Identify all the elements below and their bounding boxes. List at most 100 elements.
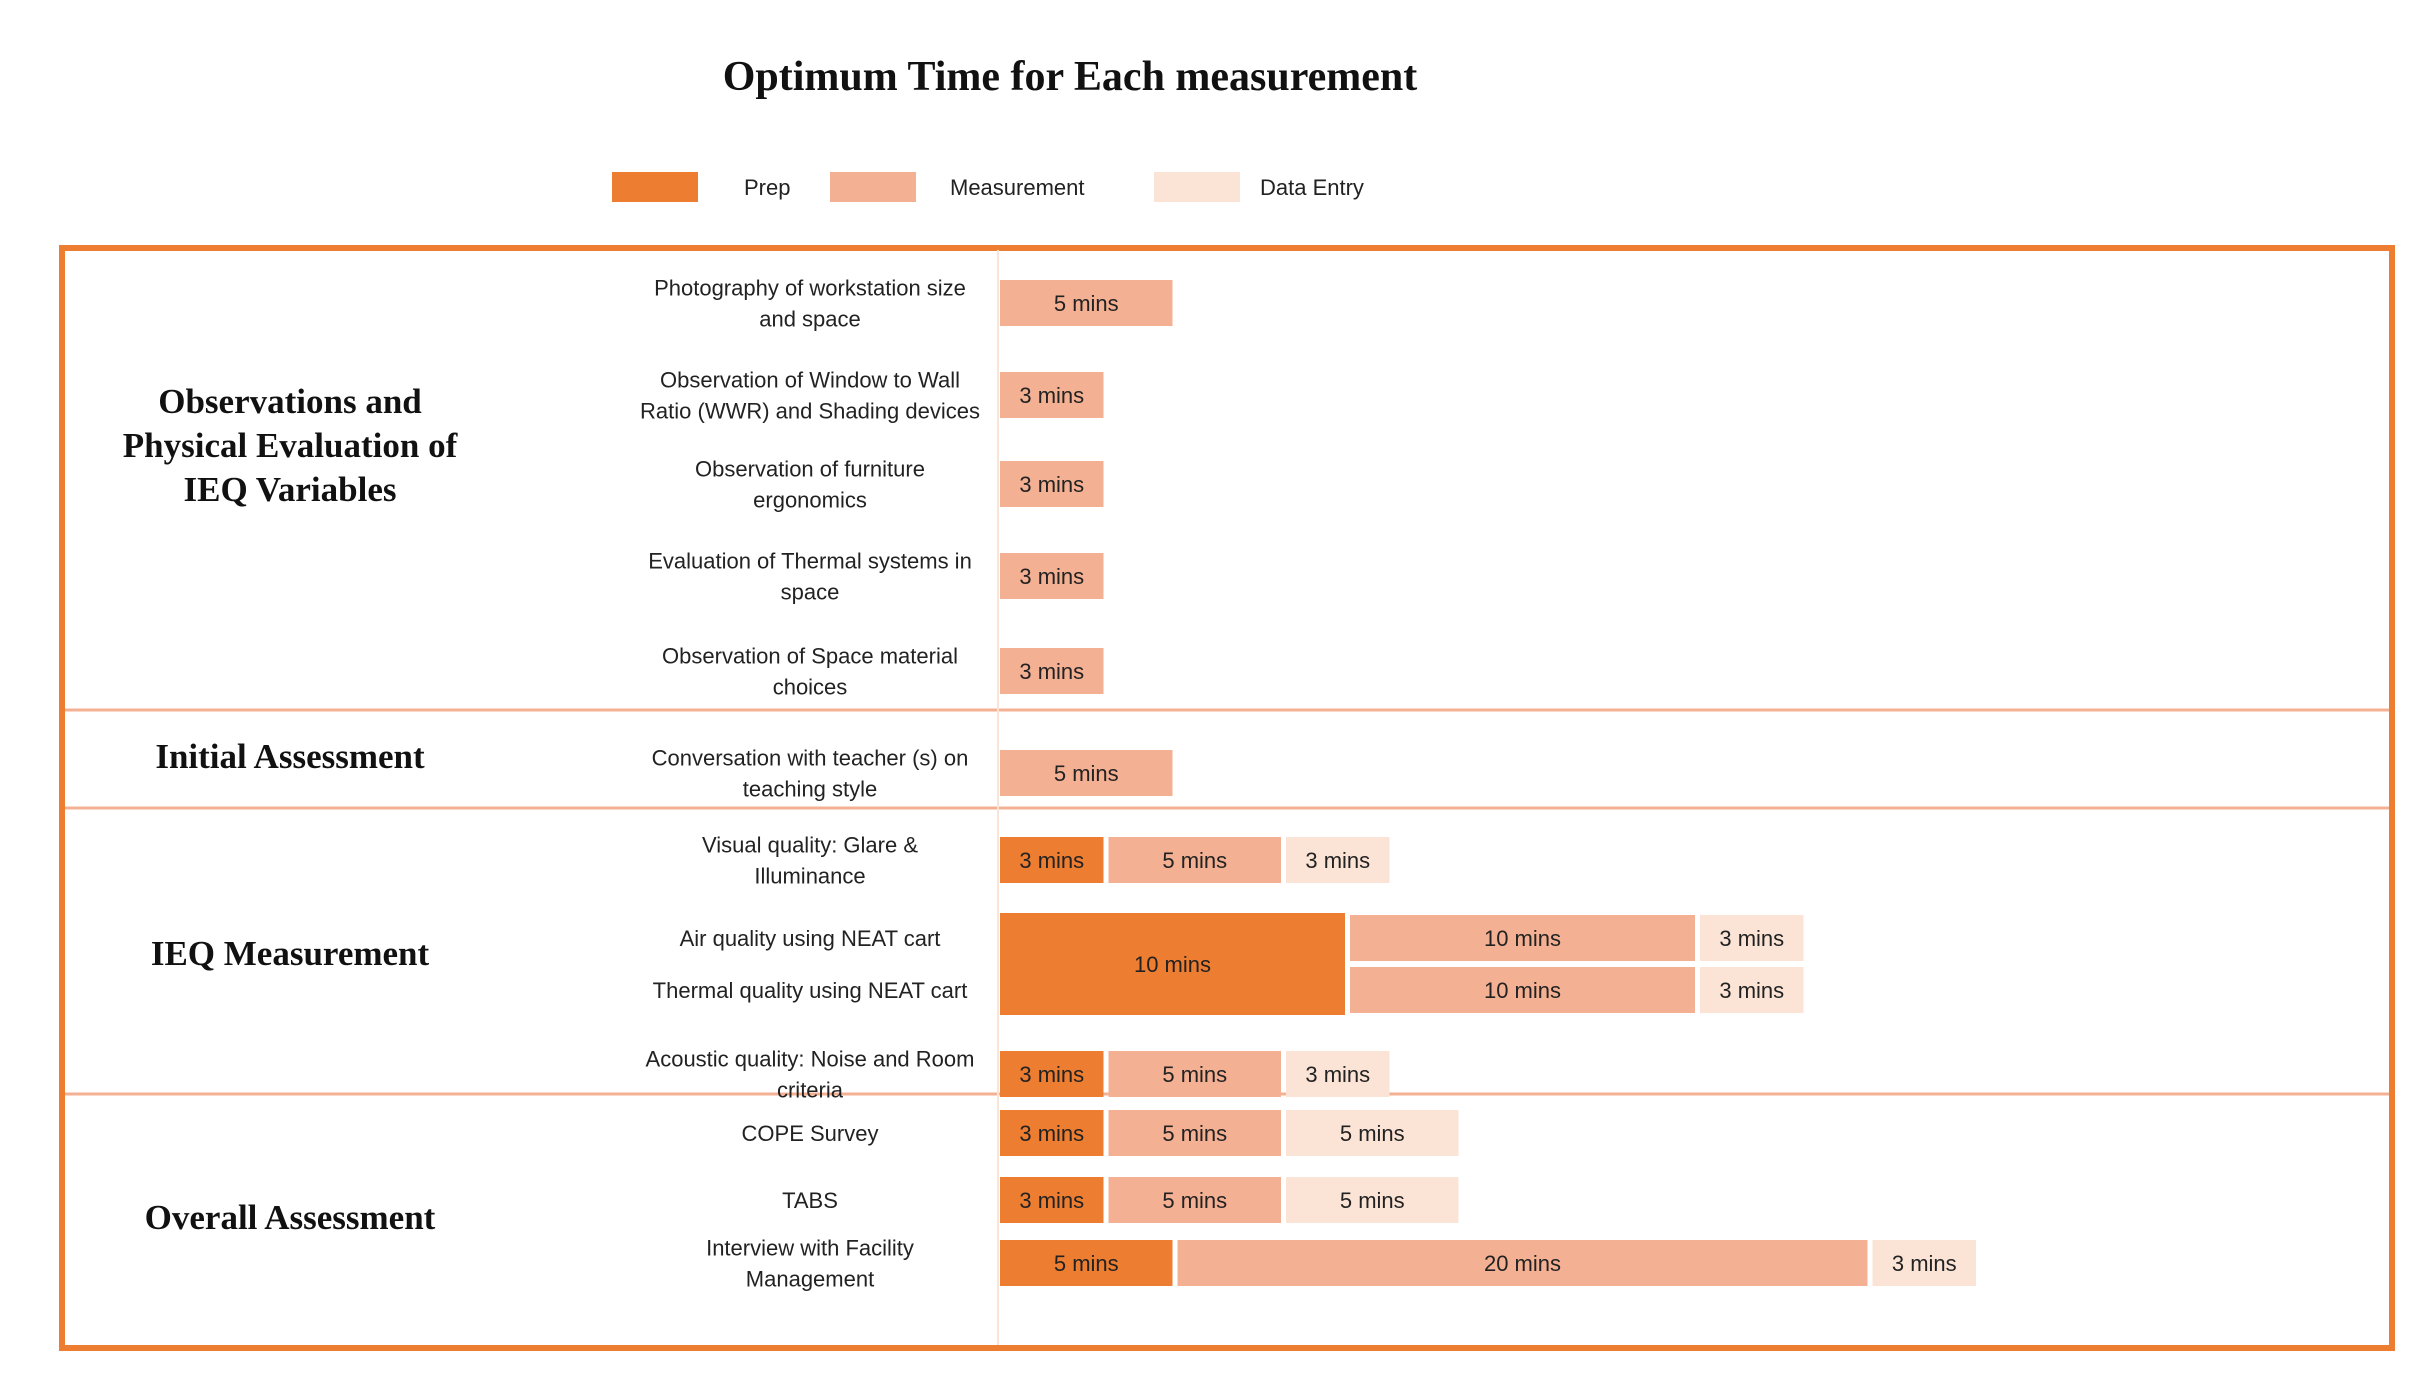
bar-label: 5 mins	[1162, 848, 1227, 873]
task-label-line: criteria	[777, 1078, 844, 1103]
task-label: Acoustic quality: Noise and Room criteria	[646, 1047, 975, 1103]
bar-label: 3 mins	[1019, 383, 1084, 408]
task-label-line: Evaluation of Thermal systems in	[648, 549, 972, 574]
bar-measurement	[1000, 553, 1104, 599]
task-label: Observation of Window to Wall Ratio (WWR)…	[640, 368, 980, 424]
task-label-line: Conversation with teacher (s) on	[652, 746, 969, 771]
bar-measurement	[1000, 648, 1104, 694]
task-label-line: Observation of Window to Wall	[660, 368, 960, 393]
bar-label: 3 mins	[1019, 1188, 1084, 1213]
bar-data-entry	[1700, 915, 1804, 961]
bar-label: 20 mins	[1484, 1251, 1561, 1276]
bar-prep	[1000, 1051, 1104, 1097]
task-label: Thermal quality using NEAT cart	[653, 978, 968, 1003]
bar-prep	[1000, 1240, 1173, 1286]
task-label: Conversation with teacher (s) on teaching…	[652, 746, 969, 802]
task-label: Air quality using NEAT cart	[680, 926, 941, 951]
bar-measurement	[1108, 1177, 1281, 1223]
bar-label: 5 mins	[1162, 1121, 1227, 1146]
task-label: Visual quality: Glare & Illuminance	[702, 833, 918, 889]
task-label-line: Illuminance	[754, 864, 865, 889]
task-label-line: Visual quality: Glare &	[702, 833, 918, 858]
bar-label: 5 mins	[1162, 1062, 1227, 1087]
section-label-3: Overall Assessment	[145, 1198, 436, 1237]
bars: 5 mins 3 mins 3 mins 3 mins 3 mins 5 mins 3 mi…	[1000, 280, 1976, 1286]
section-label-line: Observations and	[158, 382, 422, 421]
bar-data-entry	[1700, 967, 1804, 1013]
task-label: COPE Survey	[742, 1121, 879, 1146]
task-label-line: and space	[759, 307, 861, 332]
task-label: Observation of furniture ergonomics	[695, 457, 925, 513]
bar-label: 3 mins	[1892, 1251, 1957, 1276]
task-label: TABS	[782, 1188, 838, 1213]
bar-measurement	[1000, 280, 1173, 326]
task-label-line: COPE Survey	[742, 1121, 879, 1146]
section-label-2: IEQ Measurement	[151, 934, 430, 973]
bar-label: 10 mins	[1484, 926, 1561, 951]
bar-measurement	[1177, 1240, 1868, 1286]
task-label-line: Observation of Space material	[662, 644, 958, 669]
bar-label: 3 mins	[1019, 659, 1084, 684]
chart-legend: Prep Measurement Data Entry	[612, 172, 1364, 202]
task-label-line: Interview with Facility	[706, 1236, 914, 1261]
bar-measurement	[1108, 1110, 1281, 1156]
bar-label: 5 mins	[1162, 1188, 1227, 1213]
bar-label: 3 mins	[1719, 926, 1784, 951]
task-label-line: Observation of furniture	[695, 457, 925, 482]
bar-prep	[1000, 1177, 1104, 1223]
bar-data-entry	[1286, 837, 1390, 883]
task-label-line: Air quality using NEAT cart	[680, 926, 941, 951]
task-label-line: Photography of workstation size	[654, 276, 966, 301]
bar-label: 3 mins	[1305, 1062, 1370, 1087]
legend-swatch-2	[1154, 172, 1240, 202]
bar-measurement	[1350, 915, 1695, 961]
task-label: Observation of Space material choices	[662, 644, 958, 700]
task-label-line: teaching style	[743, 777, 878, 802]
bar-label: 5 mins	[1054, 761, 1119, 786]
task-label: Evaluation of Thermal systems in space	[648, 549, 972, 605]
section-label-line: Initial Assessment	[155, 737, 425, 776]
task-label-line: Management	[746, 1267, 874, 1292]
task-label-line: Ratio (WWR) and Shading devices	[640, 399, 980, 424]
bar-prep	[1000, 1110, 1104, 1156]
bar-data-entry	[1286, 1051, 1390, 1097]
task-label-line: ergonomics	[753, 488, 867, 513]
bar-data-entry	[1872, 1240, 1976, 1286]
section-label-0: Observations and Physical Evaluation of IE…	[123, 382, 458, 509]
task-label-line: TABS	[782, 1188, 838, 1213]
bar-label: 5 mins	[1340, 1121, 1405, 1146]
task-label: Interview with Facility Management	[706, 1236, 914, 1292]
bar-measurement	[1350, 967, 1695, 1013]
task-label-line: Thermal quality using NEAT cart	[653, 978, 968, 1003]
bar-measurement	[1108, 1051, 1281, 1097]
section-label-line: IEQ Variables	[184, 470, 397, 509]
bar-label: 3 mins	[1019, 1062, 1084, 1087]
legend-swatch-0	[612, 172, 698, 202]
bar-measurement	[1108, 837, 1281, 883]
section-label-1: Initial Assessment	[155, 737, 425, 776]
task-label-line: choices	[773, 675, 848, 700]
bar-data-entry	[1286, 1177, 1459, 1223]
bar-measurement	[1000, 461, 1104, 507]
bar-label: 3 mins	[1019, 848, 1084, 873]
task-label-line: Acoustic quality: Noise and Room	[646, 1047, 975, 1072]
section-label-line: Overall Assessment	[145, 1198, 436, 1237]
task-label-line: space	[781, 580, 840, 605]
section-labels: Observations and Physical Evaluation of IE…	[123, 382, 458, 1237]
legend-swatch-1	[830, 172, 916, 202]
bar-label: 3 mins	[1019, 1121, 1084, 1146]
bar-label: 3 mins	[1305, 848, 1370, 873]
bar-label: 10 mins	[1484, 978, 1561, 1003]
bar-label: 10 mins	[1134, 952, 1211, 977]
bar-prep	[1000, 837, 1104, 883]
bar-data-entry	[1286, 1110, 1459, 1156]
task-label: Photography of workstation size and space	[654, 276, 966, 332]
bar-prep	[1000, 913, 1345, 1015]
bar-measurement	[1000, 372, 1104, 418]
section-label-line: IEQ Measurement	[151, 934, 430, 973]
legend-label-2: Data Entry	[1260, 175, 1364, 200]
task-labels: Photography of workstation size and space…	[640, 276, 980, 1292]
bar-label: 5 mins	[1340, 1188, 1405, 1213]
chart-title: Optimum Time for Each measurement	[723, 54, 1418, 100]
